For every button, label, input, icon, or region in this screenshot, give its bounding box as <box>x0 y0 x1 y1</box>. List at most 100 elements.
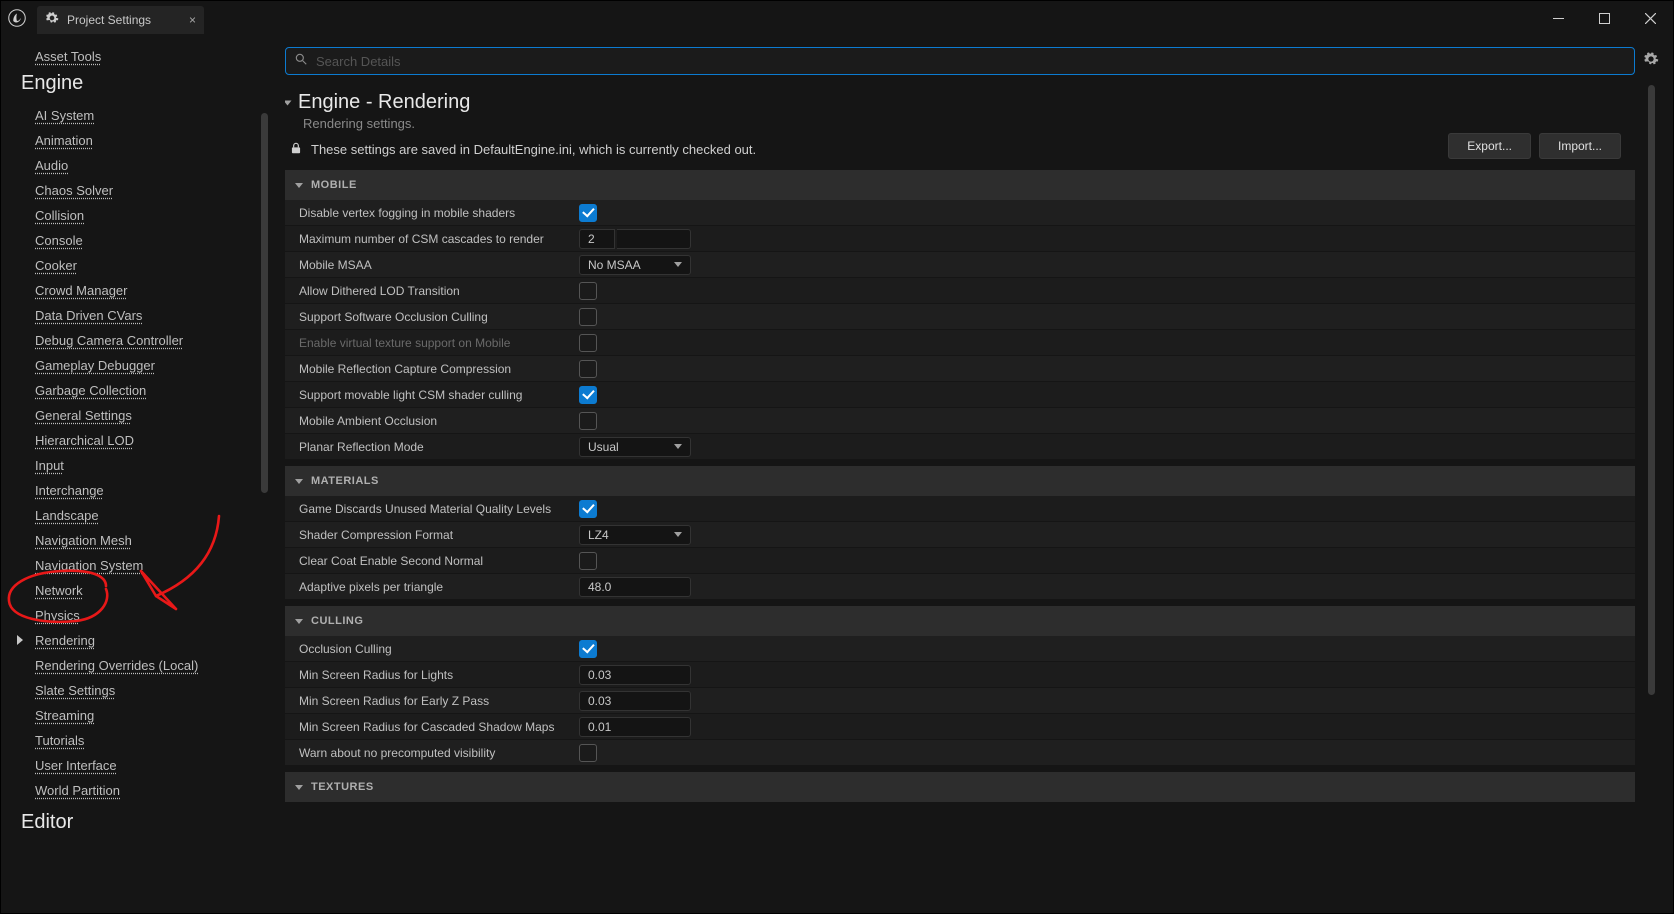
sidebar-item-rendering-overrides-local-[interactable]: Rendering Overrides (Local) <box>21 653 271 678</box>
setting-label: Mobile Ambient Occlusion <box>285 414 575 428</box>
checkbox[interactable] <box>579 308 597 326</box>
search-icon <box>294 52 308 71</box>
sidebar-item-audio[interactable]: Audio <box>21 153 271 178</box>
sidebar-item-general-settings[interactable]: General Settings <box>21 403 271 428</box>
content-scrollbar[interactable] <box>1648 85 1655 695</box>
checkbox[interactable] <box>579 386 597 404</box>
checkbox[interactable] <box>579 334 597 352</box>
setting-label: Allow Dithered LOD Transition <box>285 284 575 298</box>
sidebar-item-data-driven-cvars[interactable]: Data Driven CVars <box>21 303 271 328</box>
import-button[interactable]: Import... <box>1539 133 1621 159</box>
chevron-down-icon <box>295 785 303 790</box>
settings-gear-icon[interactable] <box>1643 51 1659 72</box>
category-title: TEXTURES <box>311 781 374 793</box>
content-scroll: Engine - Rendering Rendering settings. E… <box>285 85 1659 913</box>
select-dropdown[interactable]: No MSAA <box>579 255 691 275</box>
select-dropdown[interactable]: Usual <box>579 437 691 457</box>
setting-label: Min Screen Radius for Lights <box>285 668 575 682</box>
lock-message: These settings are saved in DefaultEngin… <box>311 142 756 157</box>
setting-row: Min Screen Radius for Early Z Pass0.03 <box>285 688 1635 714</box>
expand-icon <box>285 100 292 105</box>
checkbox[interactable] <box>579 552 597 570</box>
setting-label: Support Software Occlusion Culling <box>285 310 575 324</box>
sidebar-item-navigation-system[interactable]: Navigation System <box>21 553 271 578</box>
category-header-materials[interactable]: MATERIALS <box>285 466 1635 496</box>
sidebar-item-physics[interactable]: Physics <box>21 603 271 628</box>
sidebar-item-debug-camera-controller[interactable]: Debug Camera Controller <box>21 328 271 353</box>
select-dropdown[interactable]: LZ4 <box>579 525 691 545</box>
checkbox[interactable] <box>579 412 597 430</box>
sidebar-item-chaos-solver[interactable]: Chaos Solver <box>21 178 271 203</box>
sidebar-item-animation[interactable]: Animation <box>21 128 271 153</box>
sidebar-item-cooker[interactable]: Cooker <box>21 253 271 278</box>
sidebar-item-navigation-mesh[interactable]: Navigation Mesh <box>21 528 271 553</box>
number-input[interactable]: 0.01 <box>579 717 691 737</box>
minimize-button[interactable] <box>1535 1 1581 35</box>
setting-label: Min Screen Radius for Cascaded Shadow Ma… <box>285 720 575 734</box>
sidebar-item-gameplay-debugger[interactable]: Gameplay Debugger <box>21 353 271 378</box>
chevron-down-icon <box>674 262 682 267</box>
sidebar-item-collision[interactable]: Collision <box>21 203 271 228</box>
sidebar-item-garbage-collection[interactable]: Garbage Collection <box>21 378 271 403</box>
setting-label: Shader Compression Format <box>285 528 575 542</box>
checkbox[interactable] <box>579 500 597 518</box>
search-box[interactable] <box>285 47 1635 75</box>
sidebar-item-landscape[interactable]: Landscape <box>21 503 271 528</box>
sidebar-item-world-partition[interactable]: World Partition <box>21 778 271 803</box>
sidebar-item-hierarchical-lod[interactable]: Hierarchical LOD <box>21 428 271 453</box>
sidebar-item-input[interactable]: Input <box>21 453 271 478</box>
checkbox[interactable] <box>579 282 597 300</box>
chevron-down-icon <box>295 619 303 624</box>
close-button[interactable] <box>1627 1 1673 35</box>
setting-label: Planar Reflection Mode <box>285 440 575 454</box>
tab-close-icon[interactable]: × <box>189 13 196 27</box>
maximize-button[interactable] <box>1581 1 1627 35</box>
window-root: Project Settings × Asset Tools Engine AI… <box>0 0 1674 914</box>
setting-label: Adaptive pixels per triangle <box>285 580 575 594</box>
number-input[interactable]: 0.03 <box>579 691 691 711</box>
category-header-mobile[interactable]: MOBILE <box>285 170 1635 200</box>
section-header[interactable]: Engine - Rendering <box>285 91 1635 114</box>
checkbox[interactable] <box>579 640 597 658</box>
select-value: No MSAA <box>588 258 641 272</box>
sidebar-item-crowd-manager[interactable]: Crowd Manager <box>21 278 271 303</box>
number-input[interactable]: 0.03 <box>579 665 691 685</box>
sidebar-item-ai-system[interactable]: AI System <box>21 103 271 128</box>
export-button[interactable]: Export... <box>1448 133 1531 159</box>
chevron-down-icon <box>674 444 682 449</box>
setting-row: Enable virtual texture support on Mobile <box>285 330 1635 356</box>
checkbox[interactable] <box>579 360 597 378</box>
sidebar-item-tutorials[interactable]: Tutorials <box>21 728 271 753</box>
number-input[interactable]: 2 <box>579 229 615 249</box>
sidebar: Asset Tools Engine AI SystemAnimationAud… <box>1 35 271 913</box>
sidebar-top-link[interactable]: Asset Tools <box>35 49 271 64</box>
setting-row: Min Screen Radius for Lights 0.03 <box>285 662 1635 688</box>
number-input[interactable]: 48.0 <box>579 577 691 597</box>
section-subtitle: Rendering settings. <box>303 116 1635 131</box>
number-slider[interactable] <box>617 229 691 249</box>
setting-label: Support movable light CSM shader culling <box>285 388 575 402</box>
category-header-culling[interactable]: CULLING <box>285 606 1635 636</box>
setting-row: Occlusion Culling <box>285 636 1635 662</box>
sidebar-item-console[interactable]: Console <box>21 228 271 253</box>
search-input[interactable] <box>316 54 1626 69</box>
sidebar-item-network[interactable]: Network <box>21 578 271 603</box>
sidebar-item-slate-settings[interactable]: Slate Settings <box>21 678 271 703</box>
checkbox[interactable] <box>579 744 597 762</box>
sidebar-item-interchange[interactable]: Interchange <box>21 478 271 503</box>
chevron-down-icon <box>295 479 303 484</box>
sidebar-item-streaming[interactable]: Streaming <box>21 703 271 728</box>
category-title: MOBILE <box>311 179 357 191</box>
sidebar-item-user-interface[interactable]: User Interface <box>21 753 271 778</box>
setting-row: Mobile Reflection Capture Compression <box>285 356 1635 382</box>
setting-label: Clear Coat Enable Second Normal <box>285 554 575 568</box>
category-header-textures[interactable]: TEXTURES <box>285 772 1635 802</box>
sidebar-section-engine: Engine <box>21 72 271 95</box>
sidebar-item-rendering[interactable]: Rendering <box>21 628 271 653</box>
tab-project-settings[interactable]: Project Settings × <box>37 6 204 34</box>
lock-icon <box>289 141 303 158</box>
setting-label: Game Discards Unused Material Quality Le… <box>285 502 575 516</box>
checkbox[interactable] <box>579 204 597 222</box>
titlebar: Project Settings × <box>1 1 1673 35</box>
sidebar-scrollbar[interactable] <box>261 113 268 493</box>
